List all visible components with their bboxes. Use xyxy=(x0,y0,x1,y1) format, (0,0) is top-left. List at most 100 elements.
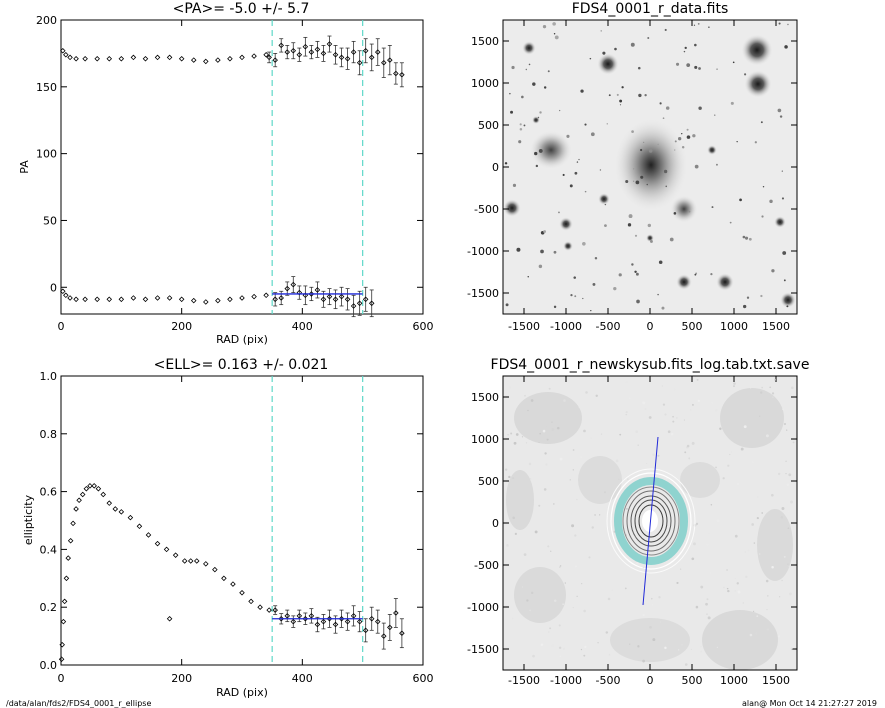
field-star xyxy=(527,276,529,278)
sky-speckle xyxy=(637,444,639,446)
field-star xyxy=(616,93,619,96)
galaxy xyxy=(670,195,698,223)
pa-data-point xyxy=(215,57,221,63)
galaxy xyxy=(529,130,573,170)
field-star xyxy=(523,124,526,127)
pa-data-point xyxy=(284,49,291,55)
img2-x-tick-label: -500 xyxy=(596,674,621,687)
sky-speckle xyxy=(563,399,566,402)
sky-speckle xyxy=(574,534,577,537)
ell-data-point xyxy=(302,615,309,622)
sky-speckle xyxy=(672,415,674,418)
sky-speckle xyxy=(512,516,516,520)
field-star xyxy=(732,61,735,64)
sky-speckle xyxy=(787,563,789,566)
sky-speckle xyxy=(710,504,713,506)
sky-speckle xyxy=(678,649,680,651)
field-star xyxy=(782,251,787,255)
sky-speckle xyxy=(534,530,538,534)
ell-data-point xyxy=(314,621,321,628)
sky-speckle xyxy=(673,388,676,391)
field-star xyxy=(625,179,629,184)
pa-y-tick-label: 200 xyxy=(36,14,57,27)
ell-data-point xyxy=(368,615,375,622)
sky-speckle xyxy=(655,442,657,444)
ell-data-point xyxy=(338,615,345,622)
sky-speckle xyxy=(772,396,774,398)
field-star xyxy=(681,146,685,149)
img1-x-tick-label: -1500 xyxy=(508,320,540,333)
field-star xyxy=(677,137,682,141)
sky-speckle xyxy=(662,403,666,406)
sky-speckle xyxy=(543,488,547,491)
data-image-title: FDS4_0001_r_data.fits xyxy=(572,1,729,17)
pa-x-tick-label: 0 xyxy=(58,320,65,333)
sky-speckle xyxy=(551,644,555,648)
field-star xyxy=(783,279,786,282)
field-star xyxy=(769,199,773,204)
pa-data-point xyxy=(272,57,278,63)
sky-speckle xyxy=(558,646,562,649)
sky-speckle xyxy=(691,403,694,406)
sky-speckle xyxy=(583,654,586,657)
ell-data-point xyxy=(266,607,272,613)
masked-regions xyxy=(503,376,797,670)
ell-data-point xyxy=(59,642,65,648)
img1-y-tick-label: 500 xyxy=(478,119,499,132)
sky-speckle xyxy=(544,452,547,455)
field-star xyxy=(525,68,528,71)
pa-data-point xyxy=(73,55,79,62)
pa-y-tick-label: 50 xyxy=(43,215,57,228)
pa-data-point xyxy=(203,299,209,305)
field-star xyxy=(716,68,718,70)
sky-speckle xyxy=(642,614,645,617)
field-star xyxy=(618,273,622,277)
ell-data-point xyxy=(248,598,254,605)
field-star xyxy=(543,86,547,89)
pa-data-point xyxy=(368,300,375,307)
sky-speckle xyxy=(730,451,733,453)
sky-speckle xyxy=(726,587,729,590)
sky-speckle xyxy=(580,456,583,458)
pa-data-point xyxy=(263,51,269,58)
ell-data-point xyxy=(100,491,106,498)
field-star xyxy=(698,106,702,110)
isophote-ring xyxy=(638,504,664,538)
sky-speckle xyxy=(695,522,699,526)
field-star xyxy=(784,45,788,49)
field-star xyxy=(665,185,668,188)
galaxy xyxy=(780,292,796,308)
ell-data-point xyxy=(65,555,72,561)
ell-data-point xyxy=(272,607,278,613)
sky-speckle xyxy=(753,542,756,544)
field-star xyxy=(657,293,659,296)
sky-speckle xyxy=(672,420,675,423)
sky-speckle xyxy=(765,434,769,438)
field-star xyxy=(662,117,665,119)
field-star xyxy=(658,260,663,265)
field-star xyxy=(686,135,691,139)
field-star xyxy=(519,128,523,131)
ell-data-point xyxy=(332,621,339,628)
sky-speckle xyxy=(605,631,609,634)
sky-speckle xyxy=(525,442,528,444)
ell-plot-frame xyxy=(60,375,424,666)
field-star xyxy=(582,241,586,246)
pa-data-point xyxy=(338,54,345,61)
sky-speckle xyxy=(771,565,774,569)
sky-speckle xyxy=(759,415,761,417)
sky-speckle xyxy=(538,504,541,507)
pa-data-point xyxy=(344,55,351,62)
sky-speckle xyxy=(524,394,526,397)
pa-data-point xyxy=(239,295,245,301)
pa-data-point xyxy=(320,50,327,57)
pa-data-point xyxy=(314,46,321,53)
ell-data-point xyxy=(87,483,93,489)
sky-speckle xyxy=(771,493,774,497)
pa-y-axis-label: PA xyxy=(18,160,31,174)
img2-y-tick-label: -1500 xyxy=(467,643,499,656)
sky-speckle xyxy=(670,432,674,436)
field-star xyxy=(584,190,587,193)
ell-x-tick-label: 400 xyxy=(292,672,313,685)
sky-speckle xyxy=(734,577,736,580)
